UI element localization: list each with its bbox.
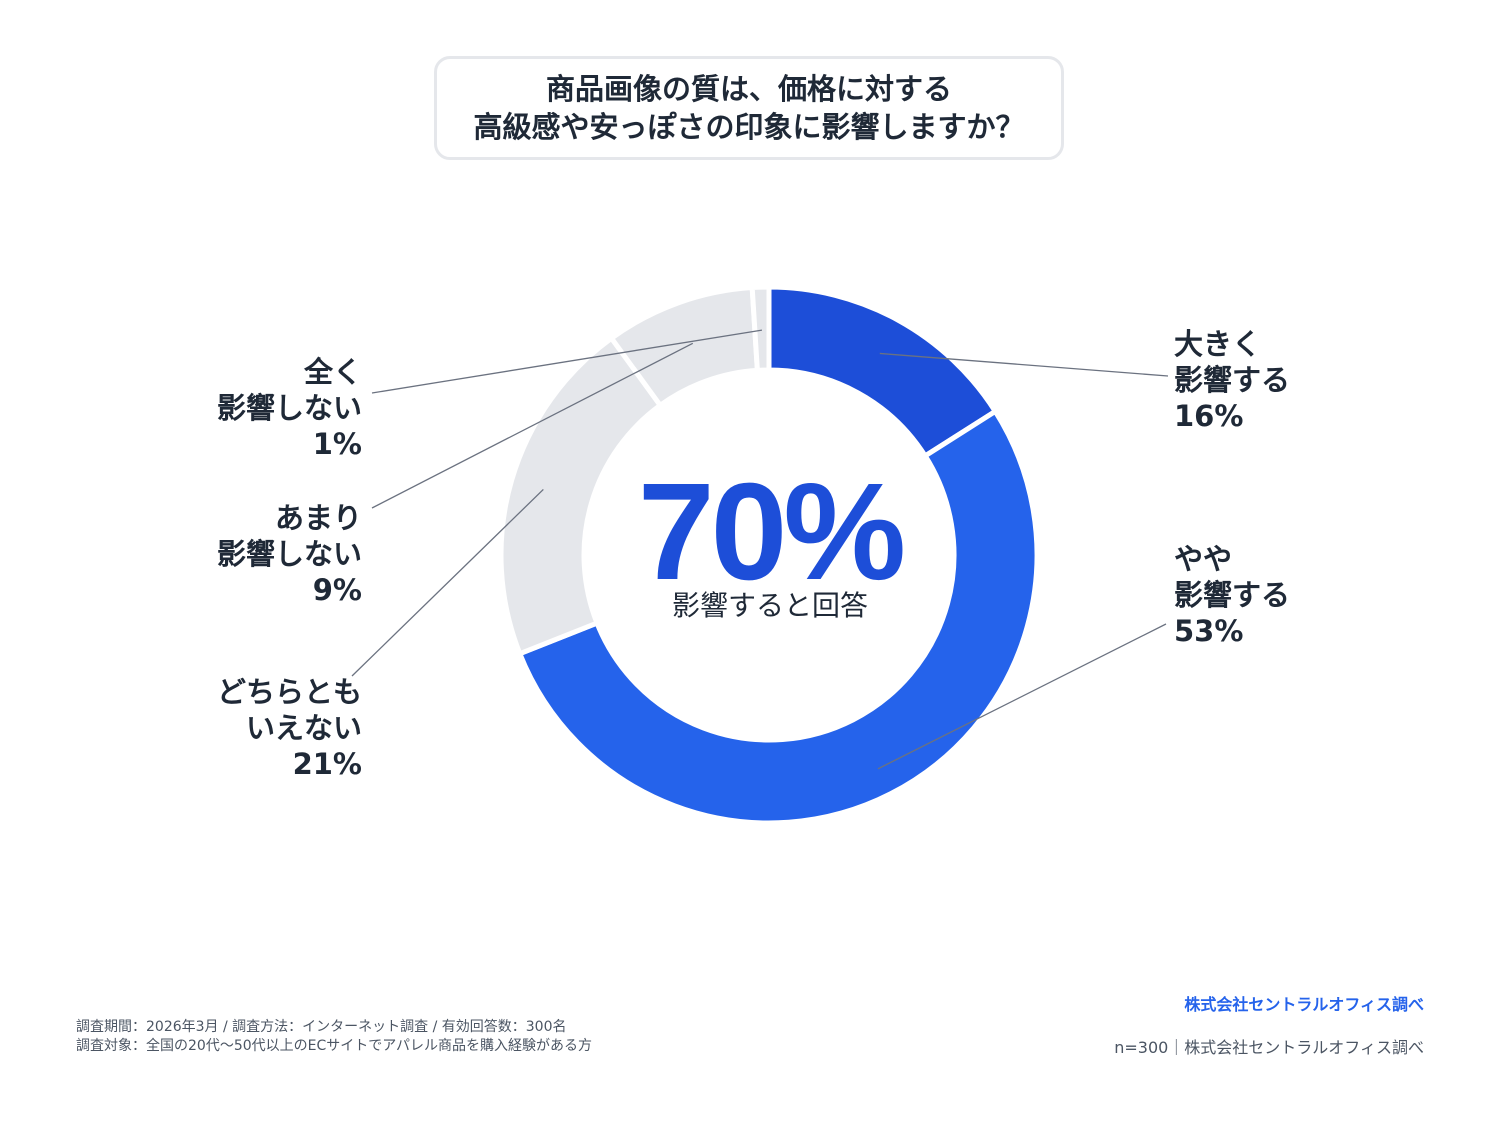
title-line-1: 商品画像の質は、価格に対する: [545, 72, 952, 106]
label-not-at-all-line1: 全く: [303, 355, 362, 389]
slice-somewhat-affects: [516, 407, 1040, 826]
label-strongly-affects-pct: 16%: [1174, 399, 1244, 433]
label-neutral-pct: 21%: [292, 747, 362, 781]
label-somewhat-affects-line2: 影響する: [1174, 578, 1291, 612]
slice-not-at-all: [749, 284, 772, 374]
title-line-2: 高級感や安っぽさの印象に影響しますか？: [473, 110, 1025, 144]
label-somewhat-affects: やや 影響する 53%: [1174, 541, 1290, 649]
leader-line-strongly-affects: [879, 352, 1169, 377]
leader-line-somewhat-affects: [877, 623, 1167, 770]
label-not-at-all: 全く 影響しない 1%: [217, 354, 362, 462]
label-not-at-all-pct: 1%: [312, 427, 362, 461]
label-not-much-line1: あまり: [274, 501, 362, 535]
survey-note-line2: 調査対象：全国の20代〜50代以上のECサイトでアパレル商品を購入経験がある方: [76, 1038, 592, 1054]
label-strongly-affects: 大きく 影響する 16%: [1174, 326, 1290, 434]
label-neutral-line1: どちらとも: [216, 675, 362, 709]
label-somewhat-affects-pct: 53%: [1174, 614, 1244, 648]
label-strongly-affects-line1: 大きく: [1174, 327, 1262, 361]
leader-line-not-much: [371, 342, 694, 509]
survey-note-line1: 調査期間：2026年3月 / 調査方法：インターネット調査 / 有効回答数：30…: [76, 1019, 567, 1035]
label-not-much: あまり 影響しない 9%: [217, 500, 362, 608]
survey-note: 調査期間：2026年3月 / 調査方法：インターネット調査 / 有効回答数：30…: [76, 1018, 592, 1056]
label-somewhat-affects-line1: やや: [1174, 542, 1233, 576]
leader-line-not-at-all: [371, 329, 763, 394]
title-box: 商品画像の質は、価格に対する 高級感や安っぽさの印象に影響しますか？: [434, 56, 1064, 160]
label-not-much-pct: 9%: [312, 573, 362, 607]
label-strongly-affects-line2: 影響する: [1174, 363, 1291, 397]
label-not-much-line2: 影響しない: [216, 537, 362, 571]
center-value: 70%: [637, 455, 906, 609]
credit-primary: 株式会社セントラルオフィス調べ: [1184, 995, 1424, 1014]
credit-secondary: n=300｜株式会社セントラルオフィス調べ: [1114, 1038, 1424, 1057]
center-label: 影響すると回答: [671, 589, 868, 622]
label-neutral: どちらとも いえない 21%: [217, 674, 362, 782]
label-not-at-all-line2: 影響しない: [216, 391, 362, 425]
label-neutral-line2: いえない: [245, 711, 362, 745]
leader-line-neutral: [351, 488, 544, 677]
